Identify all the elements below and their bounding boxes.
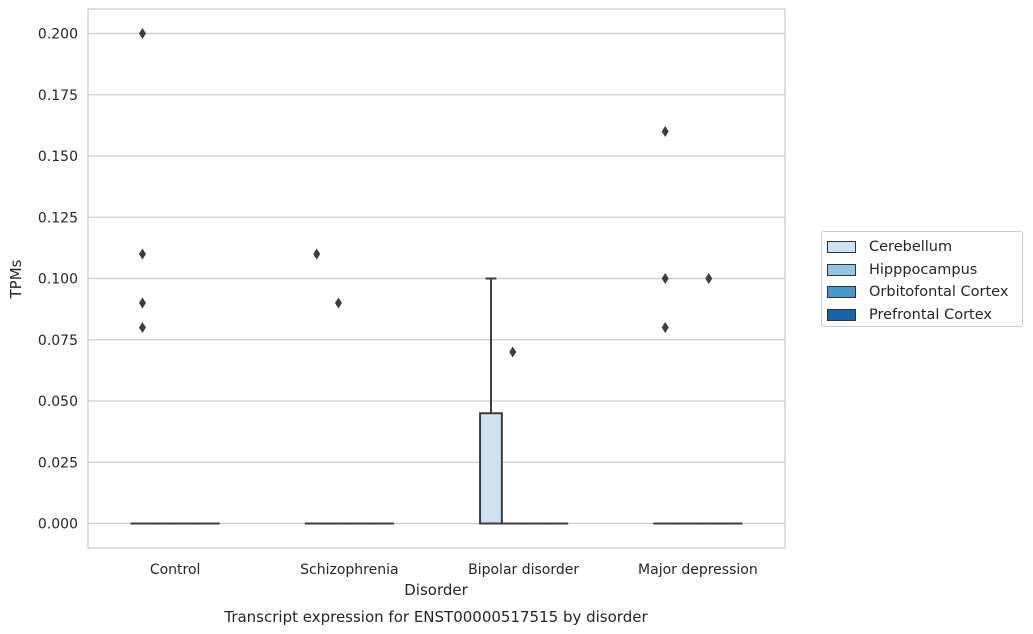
outlier-point <box>138 322 146 333</box>
legend-swatch-hippocampus <box>827 263 856 276</box>
x-tick-label-bipolar-disorder: Bipolar disorder <box>468 562 579 578</box>
outlier-point <box>661 322 669 333</box>
series-orbitofontal-cortex <box>174 273 721 525</box>
y-tick-label: 0.100 <box>38 272 78 288</box>
y-tick-label: 0.050 <box>38 394 78 410</box>
legend-item-hippocampus: Hipppocampus <box>822 259 1022 282</box>
outlier-point <box>661 126 669 137</box>
y-tick-label: 0.125 <box>38 210 78 226</box>
chart-caption: Transcript expression for ENST0000051751… <box>223 608 648 626</box>
legend-label-orbitofrontal-cortex: Orbitofontal Cortex <box>869 284 1009 301</box>
y-tick-label: 0.025 <box>38 455 78 471</box>
y-tick-label: 0.150 <box>38 149 78 165</box>
legend-item-prefrontal-cortex: Prefrontal Cortex <box>822 304 1022 327</box>
outlier-point <box>138 28 146 39</box>
x-axis-label: Disorder <box>404 581 468 599</box>
legend-label-prefrontal-cortex: Prefrontal Cortex <box>869 306 992 323</box>
legend-swatch-cerebellum <box>827 241 856 254</box>
gridlines <box>88 32 785 525</box>
x-tick-label-major-depression: Major depression <box>638 562 758 578</box>
legend: Cerebellum Hipppocampus Orbitofontal Cor… <box>821 231 1023 327</box>
box-cerebellum-bipolar-disorder <box>479 277 503 525</box>
legend-swatch-orbitofrontal-cortex <box>827 286 856 299</box>
box-orbitofontal-cortex-major-depression <box>696 273 721 525</box>
y-tick-labels: 0.000 0.025 0.050 0.075 0.100 0.125 0.150 0.175… <box>38 27 78 533</box>
y-tick-label: 0.000 <box>38 517 78 533</box>
legend-item-orbitofrontal-cortex: Orbitofontal Cortex <box>822 281 1022 304</box>
series-cerebellum <box>130 28 678 525</box>
box-cerebellum-schizophrenia <box>304 248 329 525</box>
outlier-point <box>705 273 713 284</box>
outlier-point <box>334 297 342 309</box>
box-body <box>479 412 503 525</box>
box-cerebellum-major-depression <box>653 126 678 525</box>
box-hipppocampus-schizophrenia <box>326 297 351 525</box>
y-tick-label: 0.175 <box>38 88 78 104</box>
x-tick-label-schizophrenia: Schizophrenia <box>300 562 398 578</box>
box-hipppocampus-bipolar-disorder <box>500 346 525 525</box>
legend-label-hippocampus: Hipppocampus <box>869 261 978 278</box>
plot-area-frame <box>87 8 786 549</box>
outlier-point <box>661 273 669 284</box>
outlier-point <box>509 346 517 358</box>
y-tick-label: 0.075 <box>38 333 78 349</box>
y-tick-label: 0.200 <box>38 27 78 43</box>
y-axis-label: TPMs <box>7 259 25 299</box>
outlier-point <box>313 248 321 260</box>
x-tick-label-control: Control <box>150 562 201 578</box>
box-series <box>130 28 743 525</box>
outlier-point <box>138 248 146 260</box>
box-cerebellum-control <box>130 28 155 525</box>
legend-swatch-prefrontal-cortex <box>827 308 856 321</box>
x-tick-labels: Control Schizophrenia Bipolar disorder Majo… <box>150 562 758 578</box>
legend-item-cerebellum: Cerebellum <box>822 236 1022 259</box>
legend-label-cerebellum: Cerebellum <box>869 239 953 256</box>
series-hipppocampus <box>152 297 699 525</box>
outlier-point <box>138 297 146 309</box>
